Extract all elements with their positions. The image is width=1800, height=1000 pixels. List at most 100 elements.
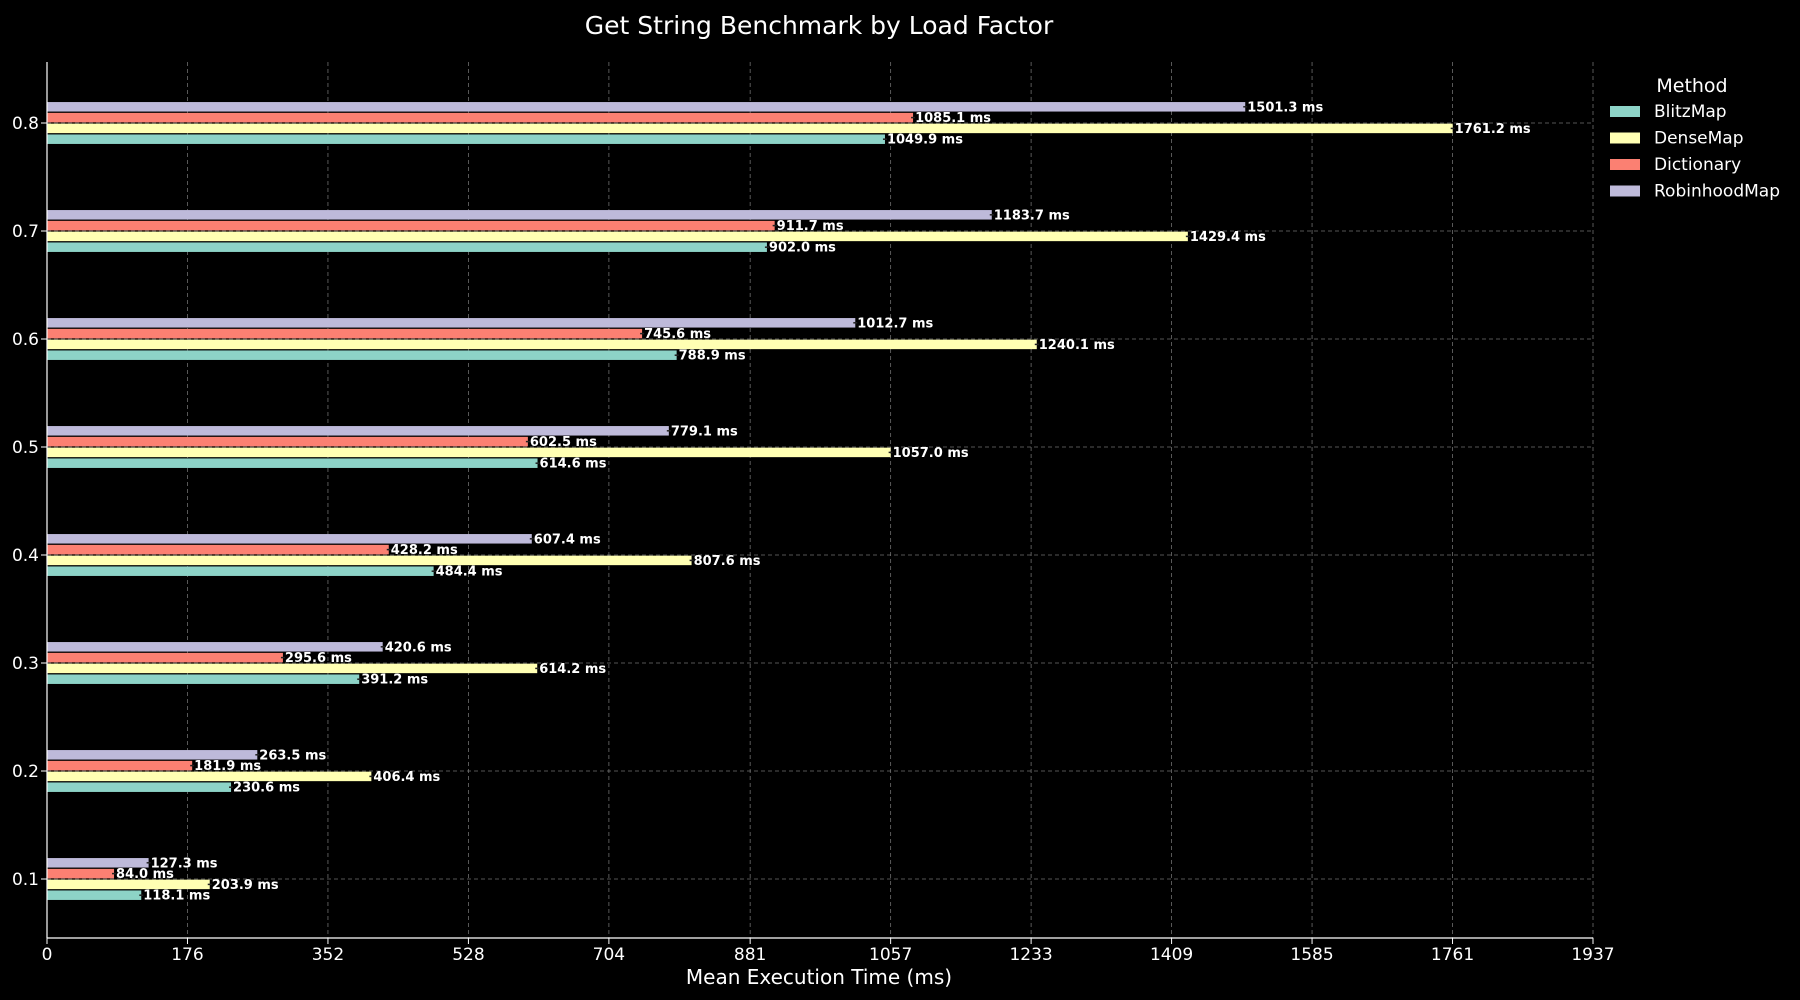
bars-layer: 118.1 ms 230.6 ms 391.2 ms 484.4 ms 614.6 ms…: [47, 100, 1531, 904]
bar-dictionary: [47, 544, 389, 555]
data-label: 181.9 ms: [194, 759, 261, 774]
bar-densemap: [47, 123, 1453, 134]
x-tick-label: 1937: [1571, 945, 1614, 965]
data-label: 118.1 ms: [143, 889, 210, 904]
bar-robinhoodmap: [47, 426, 669, 436]
bar-robinhoodmap: [47, 534, 532, 544]
legend-swatch-densemap: [1610, 132, 1640, 144]
data-label: 1012.7 ms: [857, 316, 933, 331]
y-tick-label: 0.5: [12, 438, 39, 458]
bar-dictionary: [47, 220, 775, 231]
data-label: 902.0 ms: [769, 241, 836, 256]
bar-robinhoodmap: [47, 750, 258, 760]
legend-label-dictionary: Dictionary: [1654, 155, 1741, 175]
x-tick-label: 704: [593, 945, 625, 965]
data-label: 807.6 ms: [694, 554, 761, 569]
legend-label-blitzmap: BlitzMap: [1654, 102, 1727, 122]
x-tick-label: 1057: [869, 945, 912, 965]
data-label: 614.2 ms: [539, 662, 606, 677]
data-label: 84.0 ms: [116, 867, 174, 882]
bar-densemap: [47, 339, 1037, 350]
data-label: 230.6 ms: [233, 781, 300, 796]
x-tick-label: 176: [171, 945, 203, 965]
data-label: 745.6 ms: [644, 327, 711, 342]
data-label: 295.6 ms: [285, 651, 352, 666]
data-label: 1761.2 ms: [1455, 122, 1531, 137]
legend-swatch-robinhoodmap: [1610, 185, 1640, 197]
data-label: 779.1 ms: [671, 424, 738, 439]
x-tick-label: 1761: [1431, 945, 1474, 965]
bar-densemap: [47, 663, 538, 674]
legend-label-robinhoodmap: RobinhoodMap: [1654, 182, 1780, 202]
bar-robinhoodmap: [47, 102, 1246, 112]
data-label: 788.9 ms: [679, 349, 746, 364]
bar-dictionary: [47, 436, 528, 447]
data-label: 1183.7 ms: [994, 208, 1070, 223]
data-label: 1085.1 ms: [915, 111, 991, 126]
bar-blitzmap: [47, 890, 142, 900]
bar-blitzmap: [47, 242, 767, 252]
data-label: 428.2 ms: [391, 543, 458, 558]
x-tick-label: 528: [452, 945, 484, 965]
y-tick-label: 0.2: [12, 762, 39, 782]
y-tick-label: 0.1: [12, 870, 39, 890]
data-label: 1057.0 ms: [893, 446, 969, 461]
legend-swatch-blitzmap: [1610, 106, 1640, 117]
data-label: 391.2 ms: [361, 673, 428, 688]
x-tick-label: 1409: [1150, 945, 1193, 965]
bar-blitzmap: [47, 350, 677, 360]
legend-label-densemap: DenseMap: [1654, 129, 1744, 149]
bar-robinhoodmap: [47, 642, 383, 652]
data-label: 127.3 ms: [151, 856, 218, 871]
x-axis-label: Mean Execution Time (ms): [686, 965, 952, 989]
y-tick-label: 0.8: [12, 114, 39, 134]
bar-dictionary: [47, 328, 643, 339]
data-label: 203.9 ms: [212, 878, 279, 893]
y-tick-label: 0.6: [12, 330, 39, 350]
data-label: 607.4 ms: [534, 532, 601, 547]
data-label: 1429.4 ms: [1190, 230, 1266, 245]
bar-blitzmap: [47, 782, 232, 792]
data-label: 602.5 ms: [530, 435, 597, 450]
data-label: 420.6 ms: [385, 640, 452, 655]
x-tick-label: 1585: [1290, 945, 1333, 965]
data-label: 1240.1 ms: [1039, 338, 1115, 353]
data-label: 911.7 ms: [777, 219, 844, 234]
bar-densemap: [47, 879, 210, 890]
y-tick-label: 0.4: [12, 546, 39, 566]
bar-densemap: [47, 771, 372, 782]
bar-densemap: [47, 231, 1188, 242]
grid-layer: [47, 62, 1594, 938]
bar-dictionary: [47, 868, 115, 879]
legend-swatch-dictionary: [1610, 159, 1640, 170]
data-label: 484.4 ms: [436, 565, 503, 580]
x-tick-label: 352: [312, 945, 344, 965]
x-tick-label: 1233: [1009, 945, 1052, 965]
bar-robinhoodmap: [47, 318, 856, 328]
data-label: 614.6 ms: [540, 457, 607, 472]
bar-densemap: [47, 555, 692, 566]
data-label: 1049.9 ms: [887, 133, 963, 148]
bar-blitzmap: [47, 134, 885, 144]
y-tick-label: 0.7: [12, 222, 39, 242]
chart-title: Get String Benchmark by Load Factor: [585, 11, 1054, 40]
bar-dictionary: [47, 760, 193, 771]
data-label: 1501.3 ms: [1247, 100, 1323, 115]
legend-title: Method: [1656, 75, 1727, 97]
bar-blitzmap: [47, 674, 360, 684]
legend: Method BlitzMap DenseMap Dictionary Robinho…: [1610, 75, 1780, 202]
x-tick-label: 881: [734, 945, 766, 965]
bar-robinhoodmap: [47, 858, 149, 868]
axes-layer: 0 176 352 528 704 881 1057 1233 1409 1585 1761 1937…: [12, 62, 1615, 965]
bar-dictionary: [47, 652, 283, 663]
bar-blitzmap: [47, 566, 434, 576]
bar-dictionary: [47, 112, 914, 123]
data-label: 406.4 ms: [373, 770, 440, 785]
y-tick-label: 0.3: [12, 654, 39, 674]
bar-robinhoodmap: [47, 210, 992, 220]
x-tick-label: 0: [42, 945, 53, 965]
bar-blitzmap: [47, 458, 538, 468]
bar-densemap: [47, 447, 891, 458]
